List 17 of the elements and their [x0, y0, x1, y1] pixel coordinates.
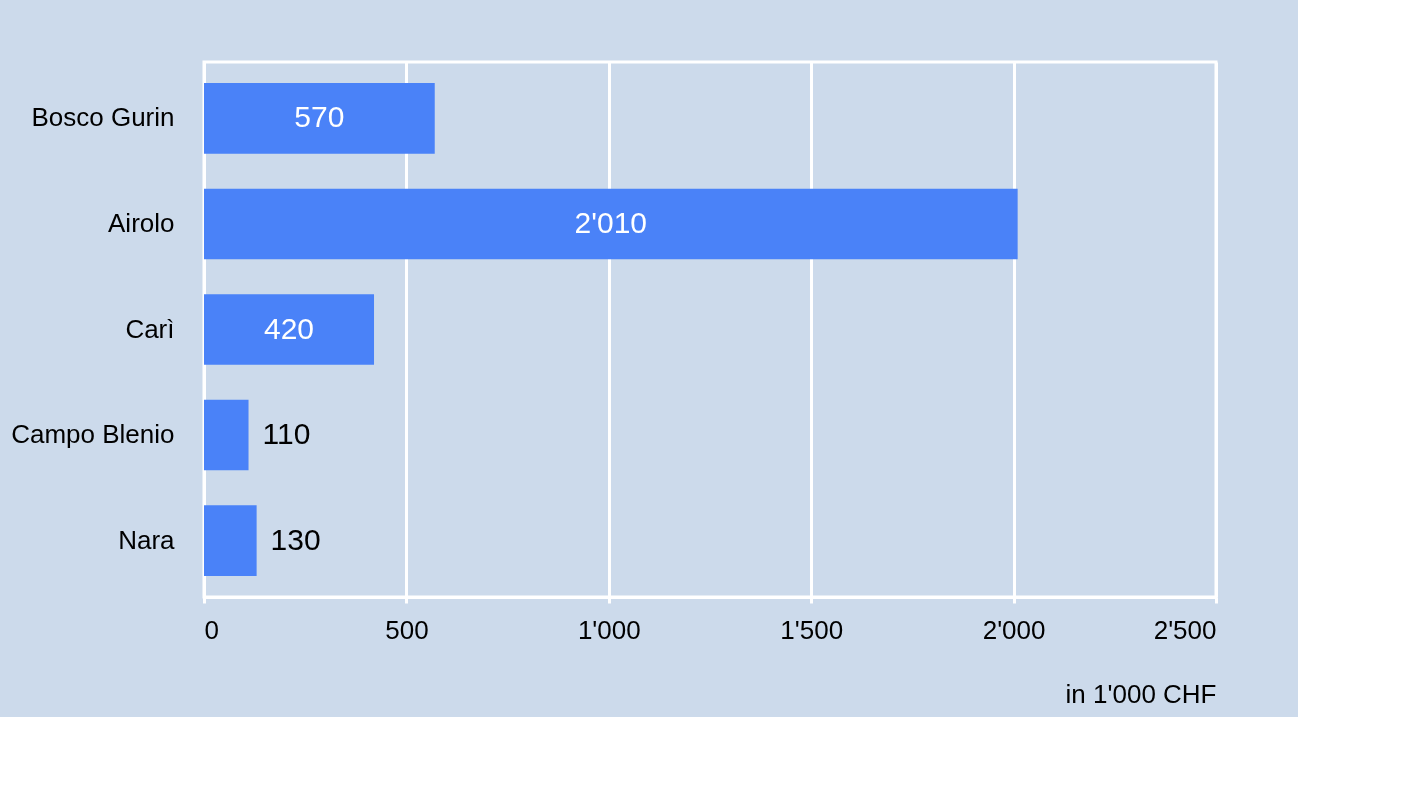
- y-tick-label: Airolo: [108, 207, 175, 238]
- x-tick-label: 0: [204, 614, 219, 645]
- data-label: 570: [294, 100, 345, 134]
- data-label: 130: [270, 522, 321, 556]
- y-tick-label: Nara: [118, 524, 176, 555]
- x-tick-label: 2'500: [1153, 614, 1217, 645]
- data-label: 110: [262, 417, 311, 451]
- data-label: 420: [263, 311, 315, 345]
- x-tick-label: 500: [385, 614, 429, 645]
- data-label: 2'010: [574, 205, 648, 239]
- x-tick-label: 2'000: [982, 614, 1046, 645]
- x-axis-title: in 1'000 CHF: [1065, 678, 1217, 709]
- y-tick-label: Carì: [125, 313, 175, 344]
- x-tick-label: 1'500: [780, 614, 844, 645]
- y-tick-label: Campo Blenio: [11, 419, 175, 450]
- y-tick-label: Bosco Gurin: [31, 102, 175, 133]
- x-tick-label: 1'000: [577, 614, 641, 645]
